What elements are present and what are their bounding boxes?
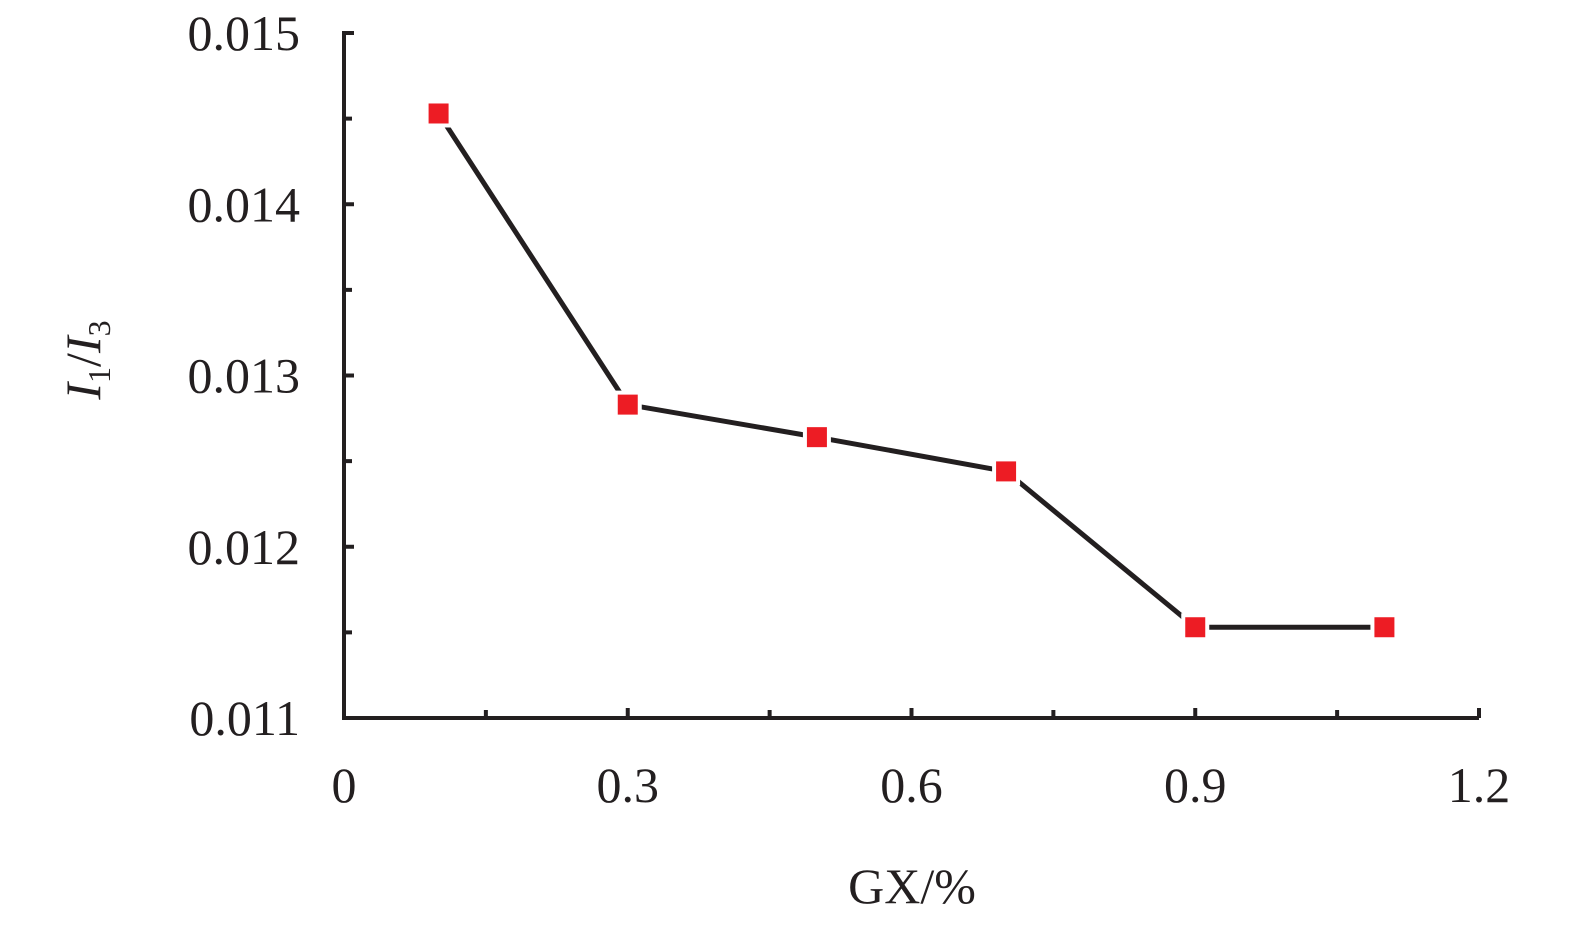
x-axis-label: GX/% bbox=[848, 858, 976, 914]
data-point-marker bbox=[1185, 617, 1206, 638]
x-tick-label: 0 bbox=[332, 757, 357, 813]
x-tick-label: 0.6 bbox=[880, 757, 943, 813]
data-point-marker bbox=[806, 427, 827, 448]
y-tick-label: 0.011 bbox=[189, 690, 300, 746]
y-tick-label: 0.015 bbox=[188, 5, 301, 61]
data-markers bbox=[424, 99, 1399, 642]
y-tick-labels: 0.011 0.012 0.013 0.014 0.015 bbox=[188, 5, 301, 746]
y-axis-label-sep: / bbox=[55, 353, 111, 367]
chart-axes bbox=[342, 31, 1481, 720]
series-lines bbox=[436, 112, 1385, 630]
x-tick-label: 0.9 bbox=[1164, 757, 1227, 813]
series-segment bbox=[436, 112, 630, 406]
series-segment bbox=[816, 434, 1007, 474]
y-axis-label-sub-1: 1 bbox=[81, 367, 117, 383]
y-axis-label-sub-2: 3 bbox=[81, 320, 117, 336]
x-tick-labels: 0 0.3 0.6 0.9 1.2 bbox=[332, 757, 1511, 813]
x-tick-label: 0.3 bbox=[597, 757, 660, 813]
series-segment bbox=[1004, 469, 1197, 630]
series-segment bbox=[627, 402, 818, 440]
y-tick-label: 0.014 bbox=[188, 176, 301, 232]
y-axis-label: I1/I3 bbox=[55, 320, 117, 400]
y-axis-label-main-1: I bbox=[55, 381, 111, 401]
data-point-marker bbox=[996, 461, 1017, 482]
data-point-marker bbox=[428, 103, 449, 124]
data-point-marker bbox=[617, 394, 638, 415]
y-tick-label: 0.012 bbox=[188, 519, 301, 575]
x-tick-label: 1.2 bbox=[1448, 757, 1511, 813]
y-axis-label-main-2: I bbox=[55, 334, 111, 354]
y-tick-label: 0.013 bbox=[188, 348, 301, 404]
data-point-marker bbox=[1374, 617, 1395, 638]
